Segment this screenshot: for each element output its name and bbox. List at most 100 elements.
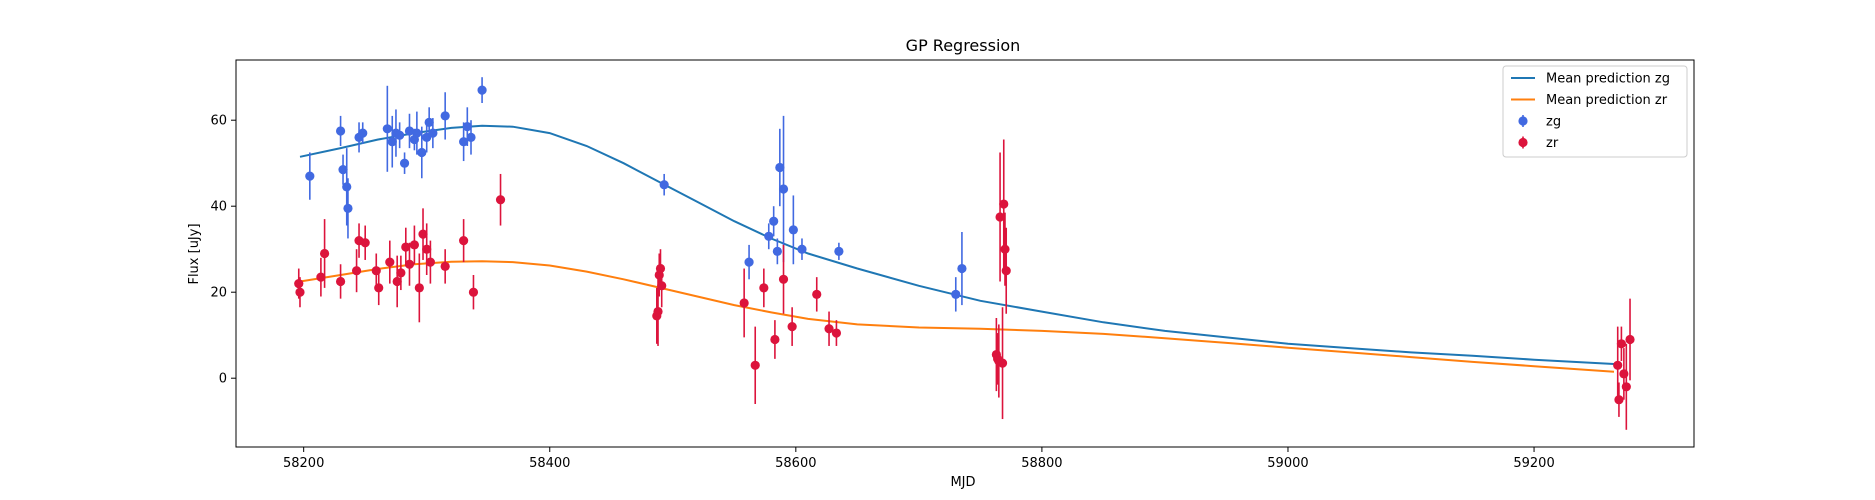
data-point-zg [338,154,348,185]
data-point-zg [305,152,315,200]
data-point-zr [468,275,479,310]
marker [396,268,406,278]
data-point-zg [951,277,961,312]
data-point-zr [1616,326,1627,361]
data-point-zg [788,195,798,265]
marker [744,257,754,267]
data-point-zg [412,111,422,155]
data-point-zg [797,238,807,260]
data-point-zr [831,320,842,346]
marker [495,195,506,205]
data-point-zr [422,223,432,275]
marker [1616,339,1627,349]
data-points [294,77,1635,430]
y-tick-label: 20 [210,286,227,301]
marker [414,283,424,293]
legend-entry: Mean prediction zg [1511,72,1670,87]
data-point-zg [417,126,427,179]
marker [1000,244,1010,254]
data-point-zr [653,277,663,346]
data-point-zg [335,115,346,146]
marker [385,257,395,267]
data-point-zg [778,115,789,263]
data-point-zg [834,242,844,260]
data-point-zg [744,244,754,280]
y-tick-label: 60 [210,114,227,129]
x-tick-label: 58800 [1021,456,1062,471]
data-point-zr [295,277,305,308]
x-axis-ticks: 58200 58400 58600 58800 59000 59200 [283,447,1555,471]
data-point-zr [995,152,1005,282]
legend-label: zg [1546,115,1561,130]
marker [440,111,450,121]
legend-label: zr [1546,136,1559,151]
marker [778,274,789,284]
marker [466,132,476,142]
x-tick-label: 59200 [1513,456,1554,471]
marker [999,199,1009,209]
marker [957,263,967,274]
marker [834,246,844,256]
data-point-zr [997,307,1008,420]
marker [404,126,415,136]
marker [338,165,348,175]
marker [335,276,346,287]
x-tick-label: 58200 [283,456,324,471]
data-point-zr [414,253,424,323]
data-point-zr [787,307,797,346]
marker [358,128,368,138]
marker [418,229,428,239]
chart-title: GP Regression [906,36,1021,55]
data-point-zg [775,128,785,207]
marker [657,281,667,291]
marker [653,306,663,317]
marker [995,212,1005,222]
marker [1621,382,1631,392]
data-point-zr [1621,343,1631,430]
marker [401,242,411,252]
marker [440,261,450,271]
data-point-zr [425,240,435,284]
data-point-zr [319,219,330,288]
marker [764,231,774,241]
marker [392,276,402,287]
marker [769,216,779,226]
marker [797,244,807,254]
data-point-zg [659,173,669,196]
x-tick-label: 58400 [529,456,570,471]
legend: Mean prediction zg Mean prediction zr zg zr [1502,65,1688,158]
data-point-zg [395,122,405,149]
data-point-zr [360,225,370,260]
data-point-zr [1001,227,1011,314]
marker [305,171,315,181]
marker [772,246,782,256]
marker [1613,360,1623,370]
marker [319,248,330,259]
marker [997,358,1008,368]
marker [335,126,346,136]
marker [343,203,353,213]
data-point-zr [495,173,506,226]
marker [459,137,469,147]
marker [382,124,392,134]
data-point-zr [385,240,395,284]
marker [812,289,822,299]
data-point-zr [335,264,346,299]
marker [404,259,415,269]
data-point-zr [440,249,450,284]
marker [399,158,410,168]
marker [1614,395,1624,405]
data-point-zr [316,257,326,297]
marker [409,240,420,250]
y-axis-label: Flux [uJy] [187,223,202,284]
y-tick-label: 40 [210,200,227,215]
marker [750,360,760,370]
data-point-zg [440,92,450,140]
mean-prediction-line-zr [299,260,1615,373]
legend-label: Mean prediction zr [1546,93,1668,108]
marker [360,238,370,248]
marker [428,128,438,138]
data-point-zg [772,238,782,265]
data-point-zg [382,85,392,172]
